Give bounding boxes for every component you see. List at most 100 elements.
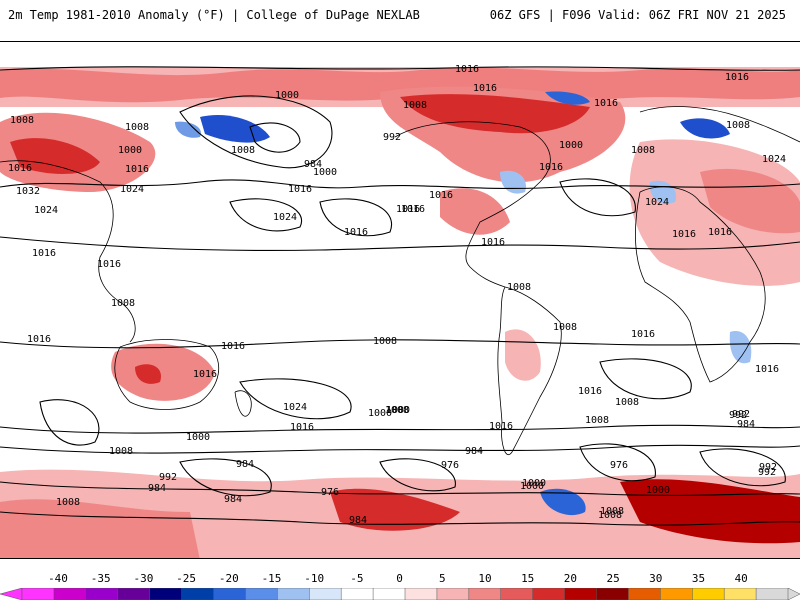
colorbar-tick-label: -40 [48,572,68,585]
anomaly-map: 1016 1016 1016 1000 1008 1008 992 1016 1000 1008 1… [0,41,800,559]
isobar-label: 1000 [368,408,392,419]
colorbar-swatch [755,588,789,600]
isobar-label: 1024 [273,212,297,223]
colorbar-labels: -40 -35 -30 -25 -20 -15 -10 -5 0 5 10 15 20 25 30 35 40 [0,570,800,586]
isobar-label: 1000 [522,478,546,489]
isobar-label: 1016 [125,164,149,175]
isobar-line [0,179,800,189]
isobar-label: 1008 [553,322,577,333]
isobar-label: 1008 [600,506,624,517]
colorbar-tick-label: 0 [396,572,403,585]
isobar-label: 1008 [111,298,135,309]
arctic-warm-core [0,67,800,103]
colorbar-arrow-right [787,588,800,600]
colorbar-tick-label: 10 [478,572,492,585]
isobar-line [179,95,333,169]
colorbar-swatch [404,588,438,600]
colorbar-tick-label: 15 [521,572,535,585]
isobar-line [39,399,100,446]
isobar-label: 992 [383,132,401,143]
model-run-info: 06Z GFS | F096 Valid: 06Z FRI NOV 21 202… [489,8,786,22]
isobar-label: 1000 [559,140,583,151]
isobar-label: 1008 [125,122,149,133]
isobar-label: 1000 [186,432,210,443]
us-warm-patch [440,188,510,235]
isobar-label: 1000 [386,405,410,416]
isobar-label: 1024 [283,402,307,413]
isobar-label: 1000 [275,90,299,101]
isobar-label: 1016 [288,184,312,195]
colorbar-swatch [660,588,693,600]
isobar-label: 976 [321,487,339,498]
new-zealand-coast [234,390,252,417]
isobar-line [179,458,272,497]
australia-warm-core [135,364,161,384]
isobar-label: 1032 [16,186,40,197]
isobar-label: 1024 [120,184,144,195]
arctic-cool-patch [545,91,590,105]
colorbar-swatch [21,588,55,600]
na-warm-core [400,94,590,134]
isobar-line [0,236,800,251]
isobar-line [579,443,656,482]
colorbar-swatch [436,588,470,600]
isobar-label: 1008 [598,510,622,521]
isobar-line [0,444,800,454]
isobar-label: 1016 [489,421,513,432]
isobar-label: 1016 [429,190,453,201]
isobar-label: 1008 [373,336,397,347]
isobar-label: 1008 [56,497,80,508]
isobar-line [229,198,303,232]
isobar-line [0,424,800,434]
isobar-line [0,481,800,496]
isobar-label: 1000 [646,485,670,496]
eurasia-north-coast [639,106,800,143]
isobar-line [699,448,786,487]
isobar-label: 1016 [672,229,696,240]
australia-coast [114,339,219,410]
isobar-label: 1000 [118,145,142,156]
isobar-label: 1008 [615,397,639,408]
africa-cool-patch [729,331,752,364]
alaska-cool-patch [200,114,270,143]
colorbar-swatch [532,588,566,600]
colorbar-swatch [564,588,598,600]
isobar-label: 1016 [8,163,32,174]
sa-warm-patch [505,329,541,381]
isobar-label: 992 [759,462,777,473]
isobar-label: 976 [441,460,459,471]
isobar-label: 1016 [193,369,217,380]
colorbar-swatch [723,588,757,600]
colorbar-tick-label: 35 [691,572,706,585]
isobar-label: 984 [737,419,755,430]
isobar-label: 1016 [473,83,497,94]
isobar-line [319,198,393,237]
isobar-label: 1008 [231,145,255,156]
isobar-label: 1016 [396,204,420,215]
colorbar-gradient [0,588,800,600]
isobar-label: 1016 [344,227,368,238]
colorbar-swatch [245,588,279,600]
isobar-label: 1016 [725,72,749,83]
isobar-line [379,458,456,492]
isobar-label: 1000 [520,481,544,492]
isobar-label: 1008 [403,100,427,111]
colorbar-swatch [468,588,502,600]
colorbar-tick-label: -35 [90,572,111,585]
colorbar-swatch [372,588,406,600]
isobar-line [0,66,800,71]
colorbar-swatch [85,588,119,600]
isobar-label: 992 [732,409,750,420]
colorbar-tick-label: -15 [261,572,282,585]
isobar-label: 992 [159,472,177,483]
isobar-label: 1008 [631,145,655,156]
map-title: 2m Temp 1981-2010 Anomaly (°F) | College… [8,8,420,22]
south-america-coast [497,286,562,455]
colorbar-tick-label: -20 [218,572,239,585]
isobar-label: 1008 [10,115,34,126]
isobar-label: 984 [465,446,483,457]
isobar-label: 984 [236,459,254,470]
colorbar-tick-label: 20 [563,572,578,585]
